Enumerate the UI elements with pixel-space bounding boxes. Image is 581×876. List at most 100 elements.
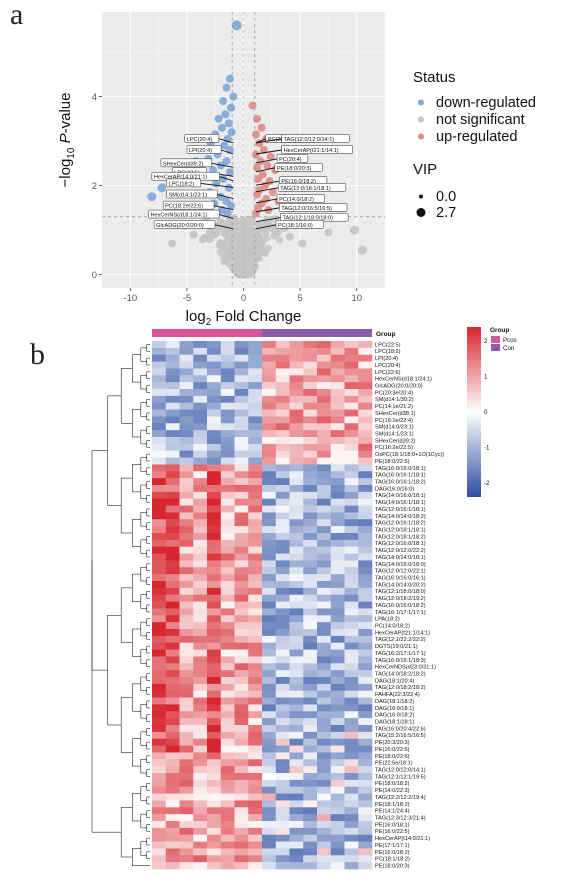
heat-cell bbox=[234, 766, 249, 774]
heat-cell bbox=[303, 519, 318, 527]
heat-cell bbox=[152, 409, 167, 417]
heat-cell bbox=[330, 807, 345, 815]
heat-cell bbox=[358, 752, 373, 760]
heat-cell bbox=[152, 814, 167, 822]
point-down-regulated bbox=[216, 161, 225, 170]
row-label: TAG(16:0/16:1/18:3) bbox=[375, 658, 426, 664]
heat-cell bbox=[358, 443, 373, 452]
heat-cell bbox=[179, 841, 194, 849]
row-label: TAG(16:1/17:1/17:1) bbox=[375, 610, 426, 616]
heat-cell bbox=[317, 704, 332, 712]
heat-cell bbox=[275, 375, 290, 383]
heat-cell bbox=[275, 553, 290, 561]
heat-cell bbox=[220, 416, 235, 424]
heat-cell bbox=[330, 443, 345, 452]
heat-cell bbox=[165, 587, 180, 596]
heat-cell bbox=[248, 519, 263, 527]
row-label: PE(18:0/18:2) bbox=[375, 781, 410, 787]
heat-cell bbox=[330, 587, 345, 596]
heat-cell bbox=[317, 567, 332, 575]
heat-cell bbox=[165, 471, 180, 479]
heat-cell bbox=[330, 341, 345, 349]
point-down-regulated bbox=[222, 157, 231, 166]
heat-cell bbox=[220, 642, 235, 650]
heat-cell bbox=[248, 677, 263, 685]
point-not-significant bbox=[223, 254, 231, 263]
heat-cell bbox=[275, 615, 290, 623]
heat-cell bbox=[317, 526, 332, 534]
heat-cell bbox=[234, 670, 249, 678]
heat-cell bbox=[289, 615, 304, 623]
heat-cell bbox=[344, 683, 359, 692]
heat-cell bbox=[317, 718, 332, 726]
heat-cell bbox=[317, 786, 332, 794]
heat-cell bbox=[344, 786, 359, 794]
heat-cell bbox=[165, 800, 180, 808]
heat-cell bbox=[165, 361, 180, 369]
heat-cell bbox=[303, 553, 318, 561]
heat-cell bbox=[317, 656, 332, 664]
heat-cell bbox=[344, 677, 359, 685]
heat-cell bbox=[289, 622, 304, 630]
heat-cell bbox=[317, 690, 332, 698]
heat-cell bbox=[234, 347, 249, 356]
heat-cell bbox=[317, 354, 332, 362]
heat-cell bbox=[248, 533, 263, 541]
heat-cell bbox=[179, 862, 194, 870]
heat-cell bbox=[152, 841, 167, 849]
heat-cell bbox=[207, 608, 222, 616]
heat-cell bbox=[248, 409, 263, 417]
heat-cell bbox=[262, 601, 277, 609]
heat-cell bbox=[303, 560, 318, 568]
heat-cell bbox=[248, 827, 263, 836]
heat-cell bbox=[220, 402, 235, 410]
heat-cell bbox=[303, 663, 318, 671]
heat-cell bbox=[344, 485, 359, 493]
heat-cell bbox=[330, 704, 345, 712]
heat-cell bbox=[262, 649, 277, 657]
heat-cell bbox=[262, 677, 277, 685]
heat-cell bbox=[248, 368, 263, 376]
row-label: TAG(14:0/16:1/18:1) bbox=[375, 500, 426, 506]
heat-cell bbox=[289, 505, 304, 513]
heat-cell bbox=[344, 416, 359, 424]
heat-cell bbox=[234, 587, 249, 596]
heat-cell bbox=[165, 731, 180, 740]
heat-cell bbox=[234, 745, 249, 753]
heat-cell bbox=[317, 635, 332, 644]
heat-cell bbox=[262, 553, 277, 561]
heat-cell bbox=[165, 601, 180, 609]
heat-cell bbox=[193, 601, 208, 609]
heat-cell bbox=[220, 622, 235, 630]
heat-cell bbox=[358, 814, 373, 822]
heat-cell bbox=[193, 402, 208, 410]
heat-cell bbox=[234, 649, 249, 657]
x-tick-label: 0 bbox=[241, 293, 246, 304]
heat-cell bbox=[358, 773, 373, 781]
heat-cell bbox=[165, 738, 180, 746]
row-label: TAG(12:1/18:0/18:0) bbox=[375, 589, 426, 595]
heat-cell bbox=[207, 485, 222, 493]
heat-cell bbox=[207, 402, 222, 410]
heat-cell bbox=[289, 827, 304, 836]
heat-cell bbox=[289, 848, 304, 856]
heat-cell bbox=[207, 368, 222, 376]
heat-cell bbox=[207, 471, 222, 479]
heat-cell bbox=[248, 622, 263, 630]
point-not-significant bbox=[234, 239, 242, 248]
heat-cell bbox=[193, 368, 208, 376]
row-label: TAG(14:0/16:0/18:0) bbox=[375, 562, 426, 568]
heat-cell bbox=[179, 485, 194, 493]
heat-cell bbox=[152, 512, 167, 520]
point-not-significant bbox=[240, 222, 248, 230]
heat-cell bbox=[165, 423, 180, 431]
row-label: PC(14:1e/21:2) bbox=[375, 404, 413, 410]
heatmap: Group LPC(22:5)LPC(18:2)LPI(20:4)LPC(20:4… bbox=[91, 327, 517, 870]
heat-cell bbox=[207, 697, 222, 705]
heat-cell bbox=[275, 800, 290, 808]
heat-cell bbox=[152, 622, 167, 630]
heat-cell bbox=[193, 642, 208, 650]
annotation-leader bbox=[255, 207, 280, 213]
heat-cell bbox=[193, 581, 208, 589]
row-label: LPC(22:5) bbox=[375, 342, 401, 348]
